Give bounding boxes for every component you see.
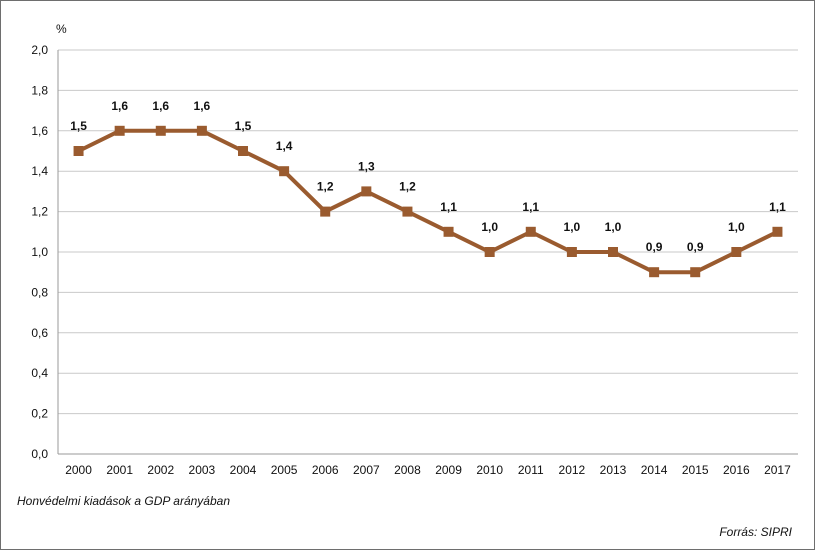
data-point-marker: [361, 186, 372, 197]
y-tick-label: 1,0: [31, 245, 48, 259]
data-label: 1,2: [399, 180, 416, 194]
data-label: 1,0: [728, 220, 745, 234]
data-point-marker: [279, 166, 290, 177]
x-tick-label: 2009: [435, 463, 462, 477]
x-tick-label: 2004: [230, 463, 257, 477]
x-tick-label: 2016: [723, 463, 750, 477]
data-point-marker: [731, 247, 742, 257]
chart-source: Forrás: SIPRI: [719, 525, 792, 539]
x-tick-label: 2013: [600, 463, 627, 477]
x-tick-label: 2017: [764, 463, 791, 477]
data-label: 1,0: [605, 220, 622, 234]
y-tick-label: 0,6: [31, 326, 48, 340]
x-tick-label: 2014: [641, 463, 668, 477]
chart-caption: Honvédelmi kiadások a GDP arányában: [17, 494, 231, 508]
data-point-marker: [402, 206, 413, 217]
data-point-marker: [320, 206, 331, 217]
y-axis-ticks: 0,0 0,2 0,4 0,6 0,8 1,0 1,2 1,4 1,6 1,8 2,0: [31, 43, 48, 461]
x-tick-label: 2012: [559, 463, 586, 477]
data-label: 0,9: [646, 240, 663, 254]
data-point-marker: [690, 267, 701, 278]
x-tick-label: 2003: [189, 463, 216, 477]
data-point-marker: [196, 125, 207, 136]
data-point-marker: [114, 125, 125, 136]
x-tick-label: 2000: [65, 463, 92, 477]
series-markers: [73, 125, 783, 278]
data-label: 1,0: [481, 220, 498, 234]
y-tick-label: 1,6: [31, 124, 48, 138]
data-point-marker: [238, 146, 248, 156]
x-tick-label: 2006: [312, 463, 339, 477]
data-point-marker: [484, 247, 495, 257]
data-label: 0,9: [687, 240, 704, 254]
data-point-marker: [525, 226, 536, 237]
data-point-marker: [566, 247, 577, 257]
y-tick-label: 0,2: [31, 407, 48, 421]
data-label: 1,0: [564, 220, 581, 234]
data-label: 1,1: [522, 200, 539, 214]
data-label: 1,4: [276, 139, 293, 153]
data-label: 1,6: [152, 99, 169, 113]
x-tick-label: 2005: [271, 463, 298, 477]
data-point-marker: [155, 125, 166, 136]
data-point-marker: [649, 267, 660, 278]
y-tick-label: 2,0: [31, 43, 48, 57]
data-point-marker: [73, 146, 84, 156]
y-tick-label: 0,4: [31, 366, 48, 380]
x-tick-label: 2007: [353, 463, 380, 477]
gridlines: [57, 49, 798, 455]
x-tick-label: 2011: [518, 463, 544, 477]
y-tick-label: 1,2: [31, 205, 48, 219]
data-point-marker: [443, 226, 454, 237]
x-tick-label: 2008: [394, 463, 421, 477]
x-tick-label: 2015: [682, 463, 709, 477]
x-tick-label: 2001: [106, 463, 133, 477]
data-labels: 1,5 1,6 1,6 1,6 1,5 1,4 1,2 1,3 1,2 1,1 1,0 1,1 1,0 1…: [70, 99, 786, 254]
data-label: 1,3: [358, 159, 375, 173]
x-tick-label: 2002: [147, 463, 174, 477]
x-tick-label: 2010: [476, 463, 503, 477]
y-tick-label: 0,0: [31, 447, 48, 461]
y-tick-label: 0,8: [31, 285, 48, 299]
data-label: 1,5: [235, 119, 252, 133]
data-label: 1,6: [194, 99, 211, 113]
y-tick-label: 1,4: [31, 164, 48, 178]
data-point-marker: [608, 247, 618, 257]
data-label: 1,2: [317, 180, 334, 194]
y-axis-unit-label: %: [56, 22, 67, 36]
data-label: 1,1: [769, 200, 786, 214]
data-label: 1,1: [440, 200, 457, 214]
data-label: 1,6: [111, 99, 128, 113]
data-point-marker: [772, 226, 783, 237]
y-tick-label: 1,8: [31, 83, 48, 97]
series-line: [77, 128, 779, 275]
series-polyline: [77, 128, 779, 275]
data-label: 1,5: [70, 119, 87, 133]
x-axis-ticks: 2000 2001 2002 2003 2004 2005 2006 2007 2008 2009…: [65, 463, 791, 477]
